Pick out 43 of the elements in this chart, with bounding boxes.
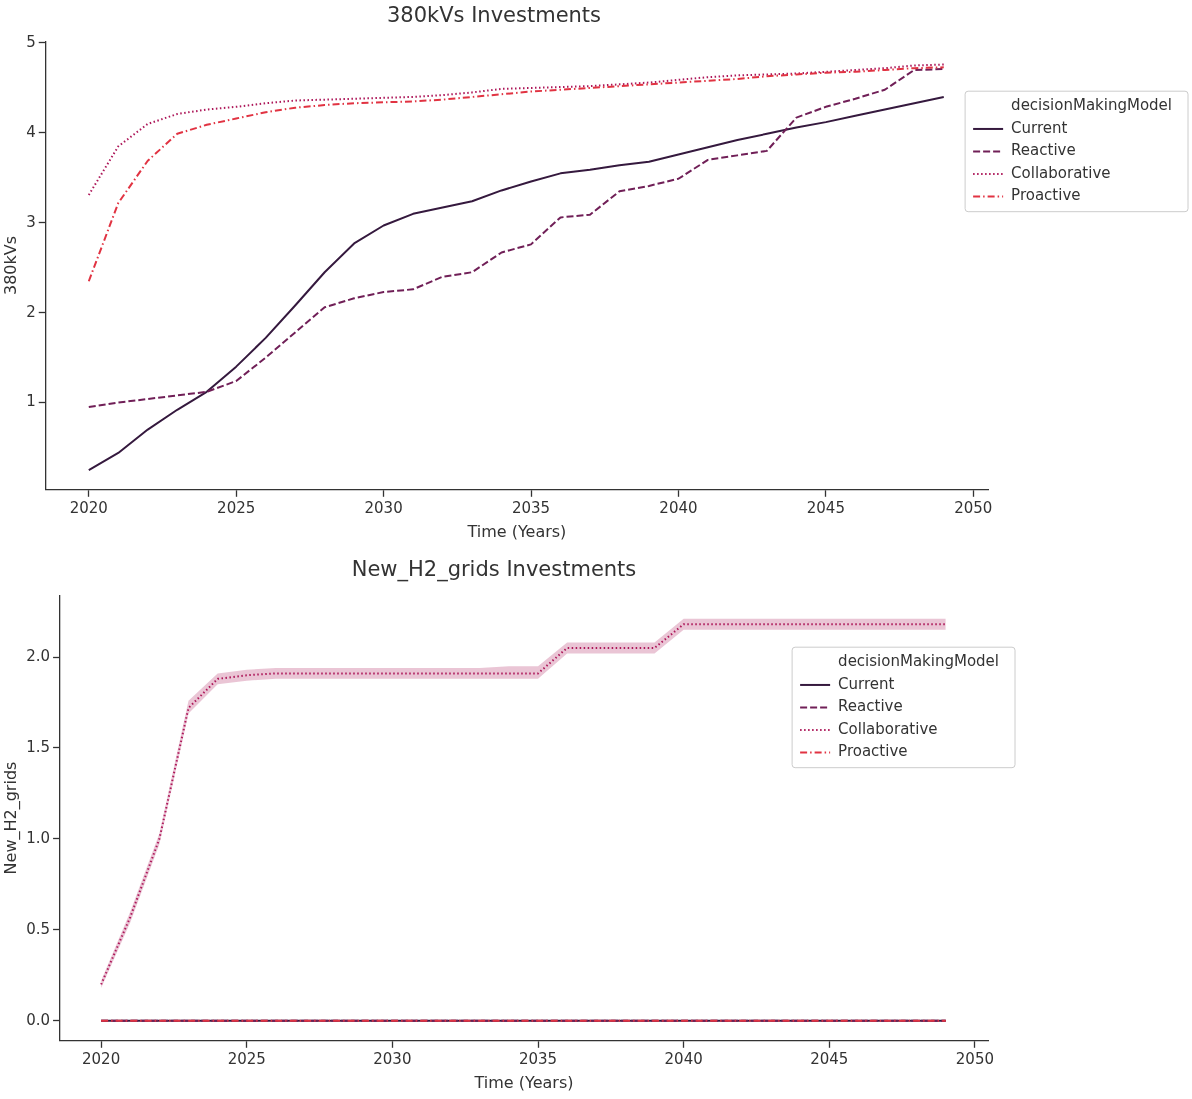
y-tick-label: 0.5 <box>26 919 51 938</box>
legend-label: Reactive <box>838 697 903 716</box>
x-tick-label: 2020 <box>69 498 108 517</box>
legend-label: Collaborative <box>838 719 938 738</box>
y-tick-label: 1.0 <box>26 828 51 847</box>
x-axis-title: Time (Years) <box>473 1072 574 1092</box>
legend-label: Reactive <box>1011 141 1076 160</box>
y-tick-label: 2 <box>26 302 36 321</box>
x-tick-label: 2045 <box>806 498 845 517</box>
y-tick-label: 2.0 <box>26 646 51 665</box>
x-tick-label: 2040 <box>664 1049 703 1068</box>
y-tick-label: 3 <box>26 212 36 231</box>
x-tick-label: 2050 <box>955 1049 994 1068</box>
x-tick-label: 2025 <box>227 1049 266 1068</box>
legend-label: Collaborative <box>1011 163 1111 182</box>
x-tick-label: 2035 <box>511 498 551 517</box>
x-tick-label: 2030 <box>364 498 403 517</box>
x-tick-label: 2040 <box>659 498 698 517</box>
x-tick-label: 2035 <box>518 1049 558 1068</box>
legend-label: Current <box>1011 118 1068 137</box>
y-tick-label: 1 <box>26 392 36 411</box>
line-series <box>87 66 945 283</box>
line-series <box>87 63 945 196</box>
y-tick-label: 1.5 <box>26 737 51 756</box>
legend-title: decisionMakingModel <box>838 652 1000 671</box>
legend-label: Current <box>838 674 895 693</box>
x-axis-title: Time (Years) <box>466 521 567 541</box>
x-tick-label: 2025 <box>217 498 256 517</box>
y-axis-title: New_H2_grids <box>0 761 21 875</box>
x-tick-label: 2050 <box>954 498 993 517</box>
x-tick-label: 2020 <box>82 1049 121 1068</box>
legend-title: decisionMakingModel <box>1011 96 1173 115</box>
line-series <box>87 68 945 409</box>
chart-title: 380kVs Investments <box>386 3 602 28</box>
legend-label: Proactive <box>838 742 908 761</box>
x-tick-label: 2045 <box>810 1049 849 1068</box>
x-tick-label: 2030 <box>373 1049 412 1068</box>
legend-label: Proactive <box>1011 186 1081 205</box>
y-tick-label: 5 <box>26 32 36 51</box>
chart-title: New_H2_grids Investments <box>351 557 637 583</box>
y-axis-title: 380kVs <box>0 235 20 296</box>
y-tick-label: 4 <box>26 122 36 141</box>
y-tick-label: 0.0 <box>26 1010 51 1029</box>
